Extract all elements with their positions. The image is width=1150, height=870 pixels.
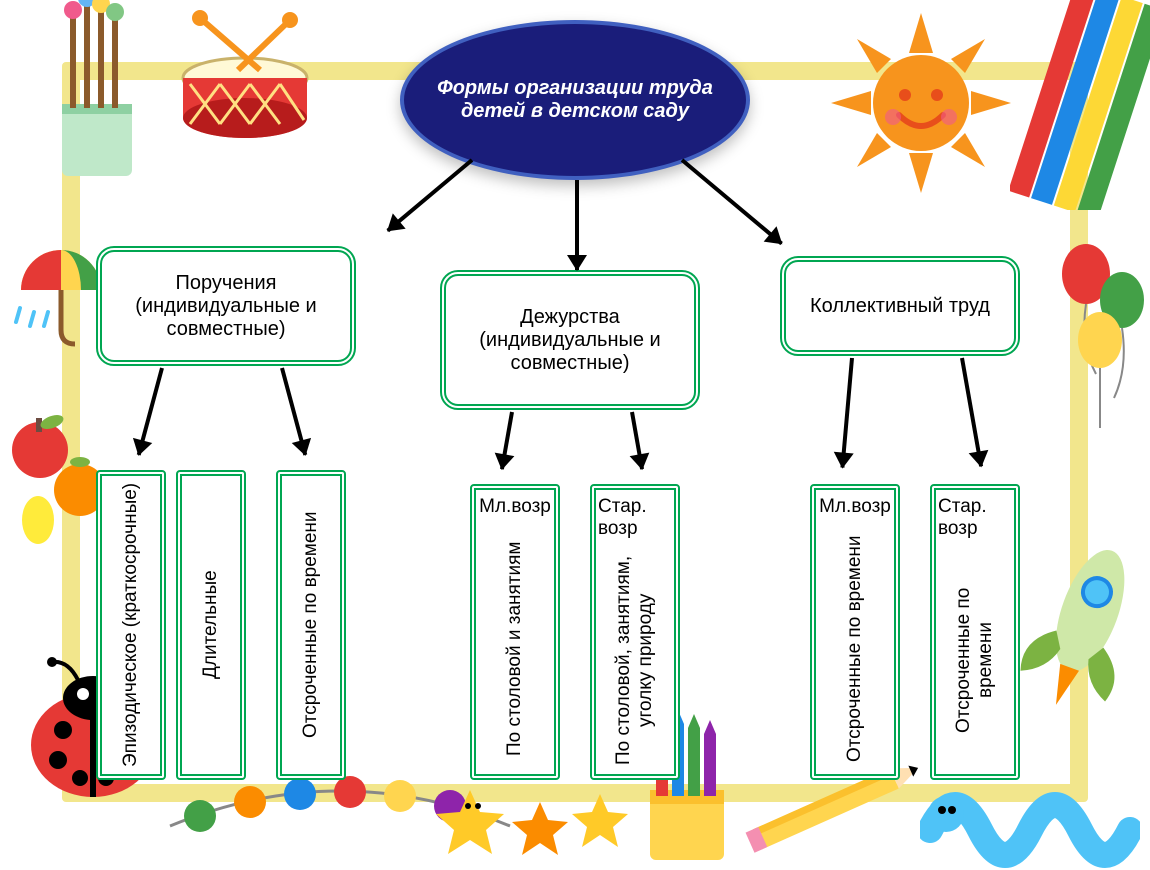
box-duty-text: Дежурства (индивидуальные и совместные) [456, 306, 684, 375]
stars-icon [420, 770, 640, 870]
leaf-episodic: Эпизодическое (краткосрочные) [96, 470, 166, 780]
leaf-duty-jr: Мл.возрПо столовой и занятиям [470, 484, 560, 780]
rocket-icon [1010, 520, 1150, 730]
arrow-a2 [575, 180, 579, 270]
box-assignments: Поручения (индивидуальные и совместные) [96, 246, 356, 366]
brushes-icon [22, 0, 162, 184]
drum-icon [160, 8, 330, 168]
box-collective: Коллективный труд [780, 256, 1020, 356]
root-title-text: Формы организации труда детей в детском … [424, 77, 726, 123]
root-title-oval: Формы организации труда детей в детском … [400, 20, 750, 180]
leaf-coll-sr-head: Стар. возр [936, 490, 1014, 546]
box-duty: Дежурства (индивидуальные и совместные) [440, 270, 700, 410]
balloons-icon [1046, 230, 1150, 450]
rainbow-icon [1010, 0, 1150, 210]
leaf-coll-jr-head: Мл.возр [817, 490, 893, 524]
leaf-delayed1: Отсроченные по времени [276, 470, 346, 780]
leaf-duty-jr-text: По столовой и занятиям [504, 524, 526, 774]
leaf-long: Длительные [176, 470, 246, 780]
leaf-coll-jr-text: Отсроченные по времени [844, 524, 866, 774]
box-assignments-text: Поручения (индивидуальные и совместные) [112, 272, 340, 341]
leaf-episodic-text: Эпизодическое (краткосрочные) [120, 476, 142, 774]
leaf-duty-jr-head: Мл.возр [477, 490, 553, 524]
box-collective-text: Коллективный труд [810, 295, 990, 318]
sun-icon [826, 8, 1016, 198]
leaf-coll-jr: Мл.возрОтсроченные по времени [810, 484, 900, 780]
leaf-coll-sr: Стар. возрОтсроченные по времени [930, 484, 1020, 780]
leaf-duty-sr-head: Стар. возр [596, 490, 674, 546]
leaf-delayed1-text: Отсроченные по времени [300, 476, 322, 774]
worm-icon [920, 770, 1140, 870]
leaf-duty-sr-text: По столовой, занятиям, уголку природу [613, 546, 657, 774]
leaf-coll-sr-text: Отсроченные по времени [953, 546, 997, 774]
leaf-duty-sr: Стар. возрПо столовой, занятиям, уголку … [590, 484, 680, 780]
leaf-long-text: Длительные [200, 476, 222, 774]
